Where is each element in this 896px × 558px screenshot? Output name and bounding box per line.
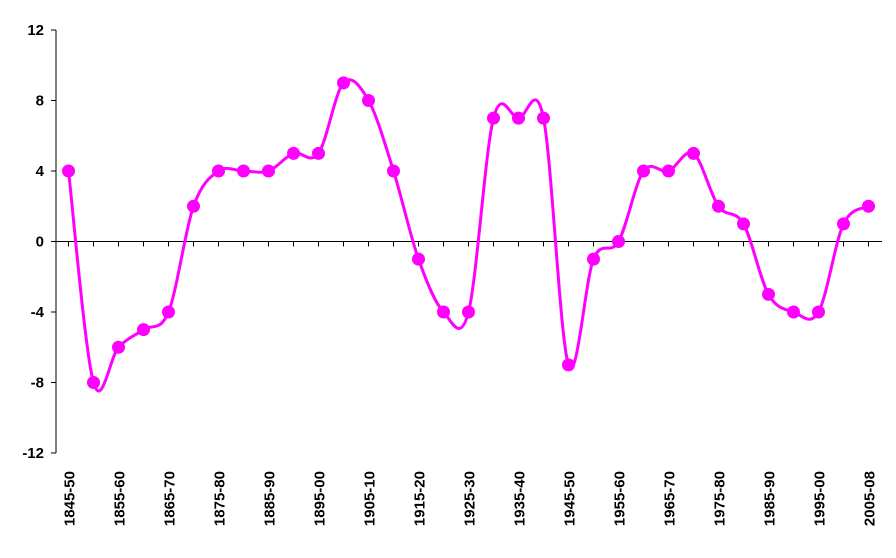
x-tick-label: 1855-60 (112, 471, 129, 526)
data-point (787, 305, 800, 319)
data-point (437, 305, 450, 319)
x-tick-label: 1865-70 (162, 471, 179, 526)
data-point (462, 305, 475, 319)
x-tick-label: 1995-00 (812, 471, 829, 526)
data-point (312, 146, 325, 160)
data-point (237, 164, 250, 178)
x-tick-label: 1905-10 (362, 471, 379, 526)
data-point (187, 199, 200, 213)
data-point (562, 358, 575, 372)
data-point (262, 164, 275, 178)
data-point (287, 146, 300, 160)
x-tick-label: 1955-60 (612, 471, 629, 526)
data-point (637, 164, 650, 178)
x-tick-label: 1945-50 (562, 471, 579, 526)
data-point (162, 305, 175, 319)
data-points (62, 76, 875, 389)
data-point (112, 340, 125, 354)
x-tick-label: 1915-20 (412, 471, 429, 526)
y-tick-label: 12 (27, 22, 44, 39)
y-ticks: -12 -8 -4 0 4 8 12 (22, 22, 56, 462)
data-point (412, 252, 425, 266)
y-tick-label: 4 (36, 163, 45, 180)
x-tick-label: 1875-80 (212, 471, 229, 526)
data-point (862, 199, 875, 213)
x-tick-label: 1895-00 (312, 471, 329, 526)
x-tick-label: 1965-70 (662, 471, 679, 526)
y-tick-label: 8 (36, 93, 44, 110)
x-tick-label: 1885-90 (262, 471, 279, 526)
x-tick-label: 1845-50 (62, 471, 79, 526)
data-point (712, 199, 725, 213)
data-point (212, 164, 225, 178)
data-point (687, 146, 700, 160)
data-point (362, 94, 375, 107)
y-tick-label: -12 (22, 445, 44, 462)
y-tick-label: 0 (36, 234, 44, 251)
data-point (762, 287, 775, 301)
y-tick-label: -8 (31, 375, 44, 392)
data-point (837, 217, 850, 231)
data-point (137, 323, 150, 337)
data-point (512, 111, 525, 125)
x-tick-label: 1975-80 (712, 471, 729, 526)
data-point (812, 305, 825, 319)
data-point (537, 111, 550, 125)
data-point (337, 76, 350, 90)
series-line (67, 78, 870, 393)
data-point (87, 376, 100, 389)
data-point (662, 164, 675, 178)
x-tick-label: 1985-90 (762, 471, 779, 526)
data-point (487, 111, 500, 125)
data-point (612, 235, 625, 248)
x-ticks: 1845-50 1855-60 1865-70 1875-80 1885-90 1895-… (62, 241, 879, 526)
y-tick-label: -4 (31, 304, 45, 321)
x-tick-label: 1925-30 (462, 471, 479, 526)
x-tick-label: 2005-08 (862, 471, 879, 526)
x-tick-label: 1935-40 (512, 471, 529, 526)
data-point (737, 217, 750, 231)
data-point (62, 164, 75, 178)
data-point (387, 164, 400, 178)
data-point (587, 252, 600, 266)
